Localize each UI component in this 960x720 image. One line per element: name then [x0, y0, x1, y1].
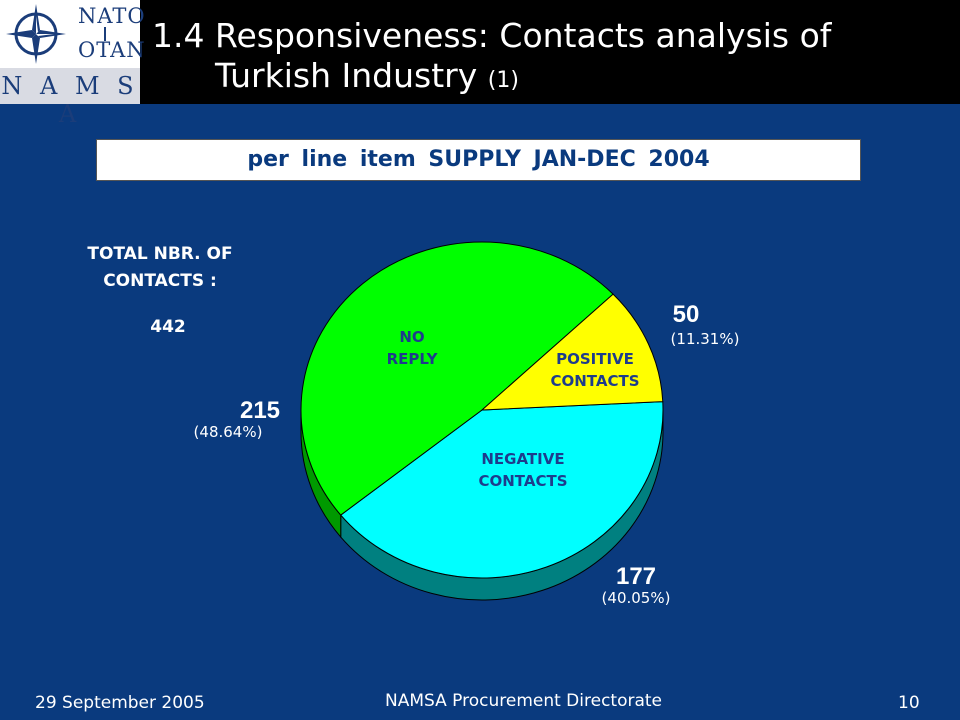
slice-value-2: 177	[616, 563, 656, 590]
slice-value-0: 215	[240, 397, 280, 424]
pie-slice-1	[480, 293, 664, 411]
logo-otan-text: OTAN	[78, 38, 146, 62]
slice-label-2-1: CONTACTS	[478, 472, 567, 490]
nato-star-icon	[6, 4, 66, 64]
total-label-line2: CONTACTS :	[103, 271, 217, 291]
pie-slice-0	[300, 241, 614, 516]
logo-namsa-text: N A M S A	[1, 72, 139, 128]
total-contacts-value: 442	[150, 317, 186, 337]
total-contacts-label: TOTAL NBR. OF CONTACTS :	[40, 241, 280, 295]
logo-nato-text: NATO	[78, 4, 146, 28]
pie-slice-2	[340, 401, 664, 579]
slide-title-note: (1)	[487, 68, 519, 93]
slice-label-2-0: NEGATIVE	[481, 450, 564, 468]
slide-title-text: Responsiveness: Contacts analysis of Tur…	[215, 16, 832, 95]
header-bar: NATO OTAN N A M S A 1.4 Responsiveness: …	[0, 0, 960, 128]
slide-title: Responsiveness: Contacts analysis of Tur…	[215, 16, 955, 101]
slice-value-1: 50	[673, 301, 700, 328]
footer-date: 29 September 2005	[35, 693, 205, 713]
slide-number: 1.4	[152, 16, 205, 55]
slice-percent-0: (48.64%)	[194, 423, 263, 441]
slice-label-1-1: CONTACTS	[550, 372, 639, 390]
slice-label-0-0: NO	[399, 328, 424, 346]
logo-divider	[104, 27, 106, 41]
chart-subtitle: per line item SUPPLY JAN-DEC 2004	[96, 139, 861, 181]
namsa-logo: NATO OTAN N A M S A	[0, 0, 145, 128]
slice-label-1-0: POSITIVE	[556, 350, 634, 368]
total-label-line1: TOTAL NBR. OF	[87, 244, 233, 264]
slice-percent-2: (40.05%)	[602, 589, 671, 607]
page-number: 10	[898, 693, 920, 713]
slice-percent-1: (11.31%)	[671, 330, 740, 348]
slice-label-0-1: REPLY	[387, 350, 439, 368]
logo-band	[0, 68, 140, 104]
footer-organization: NAMSA Procurement Directorate	[385, 691, 663, 711]
